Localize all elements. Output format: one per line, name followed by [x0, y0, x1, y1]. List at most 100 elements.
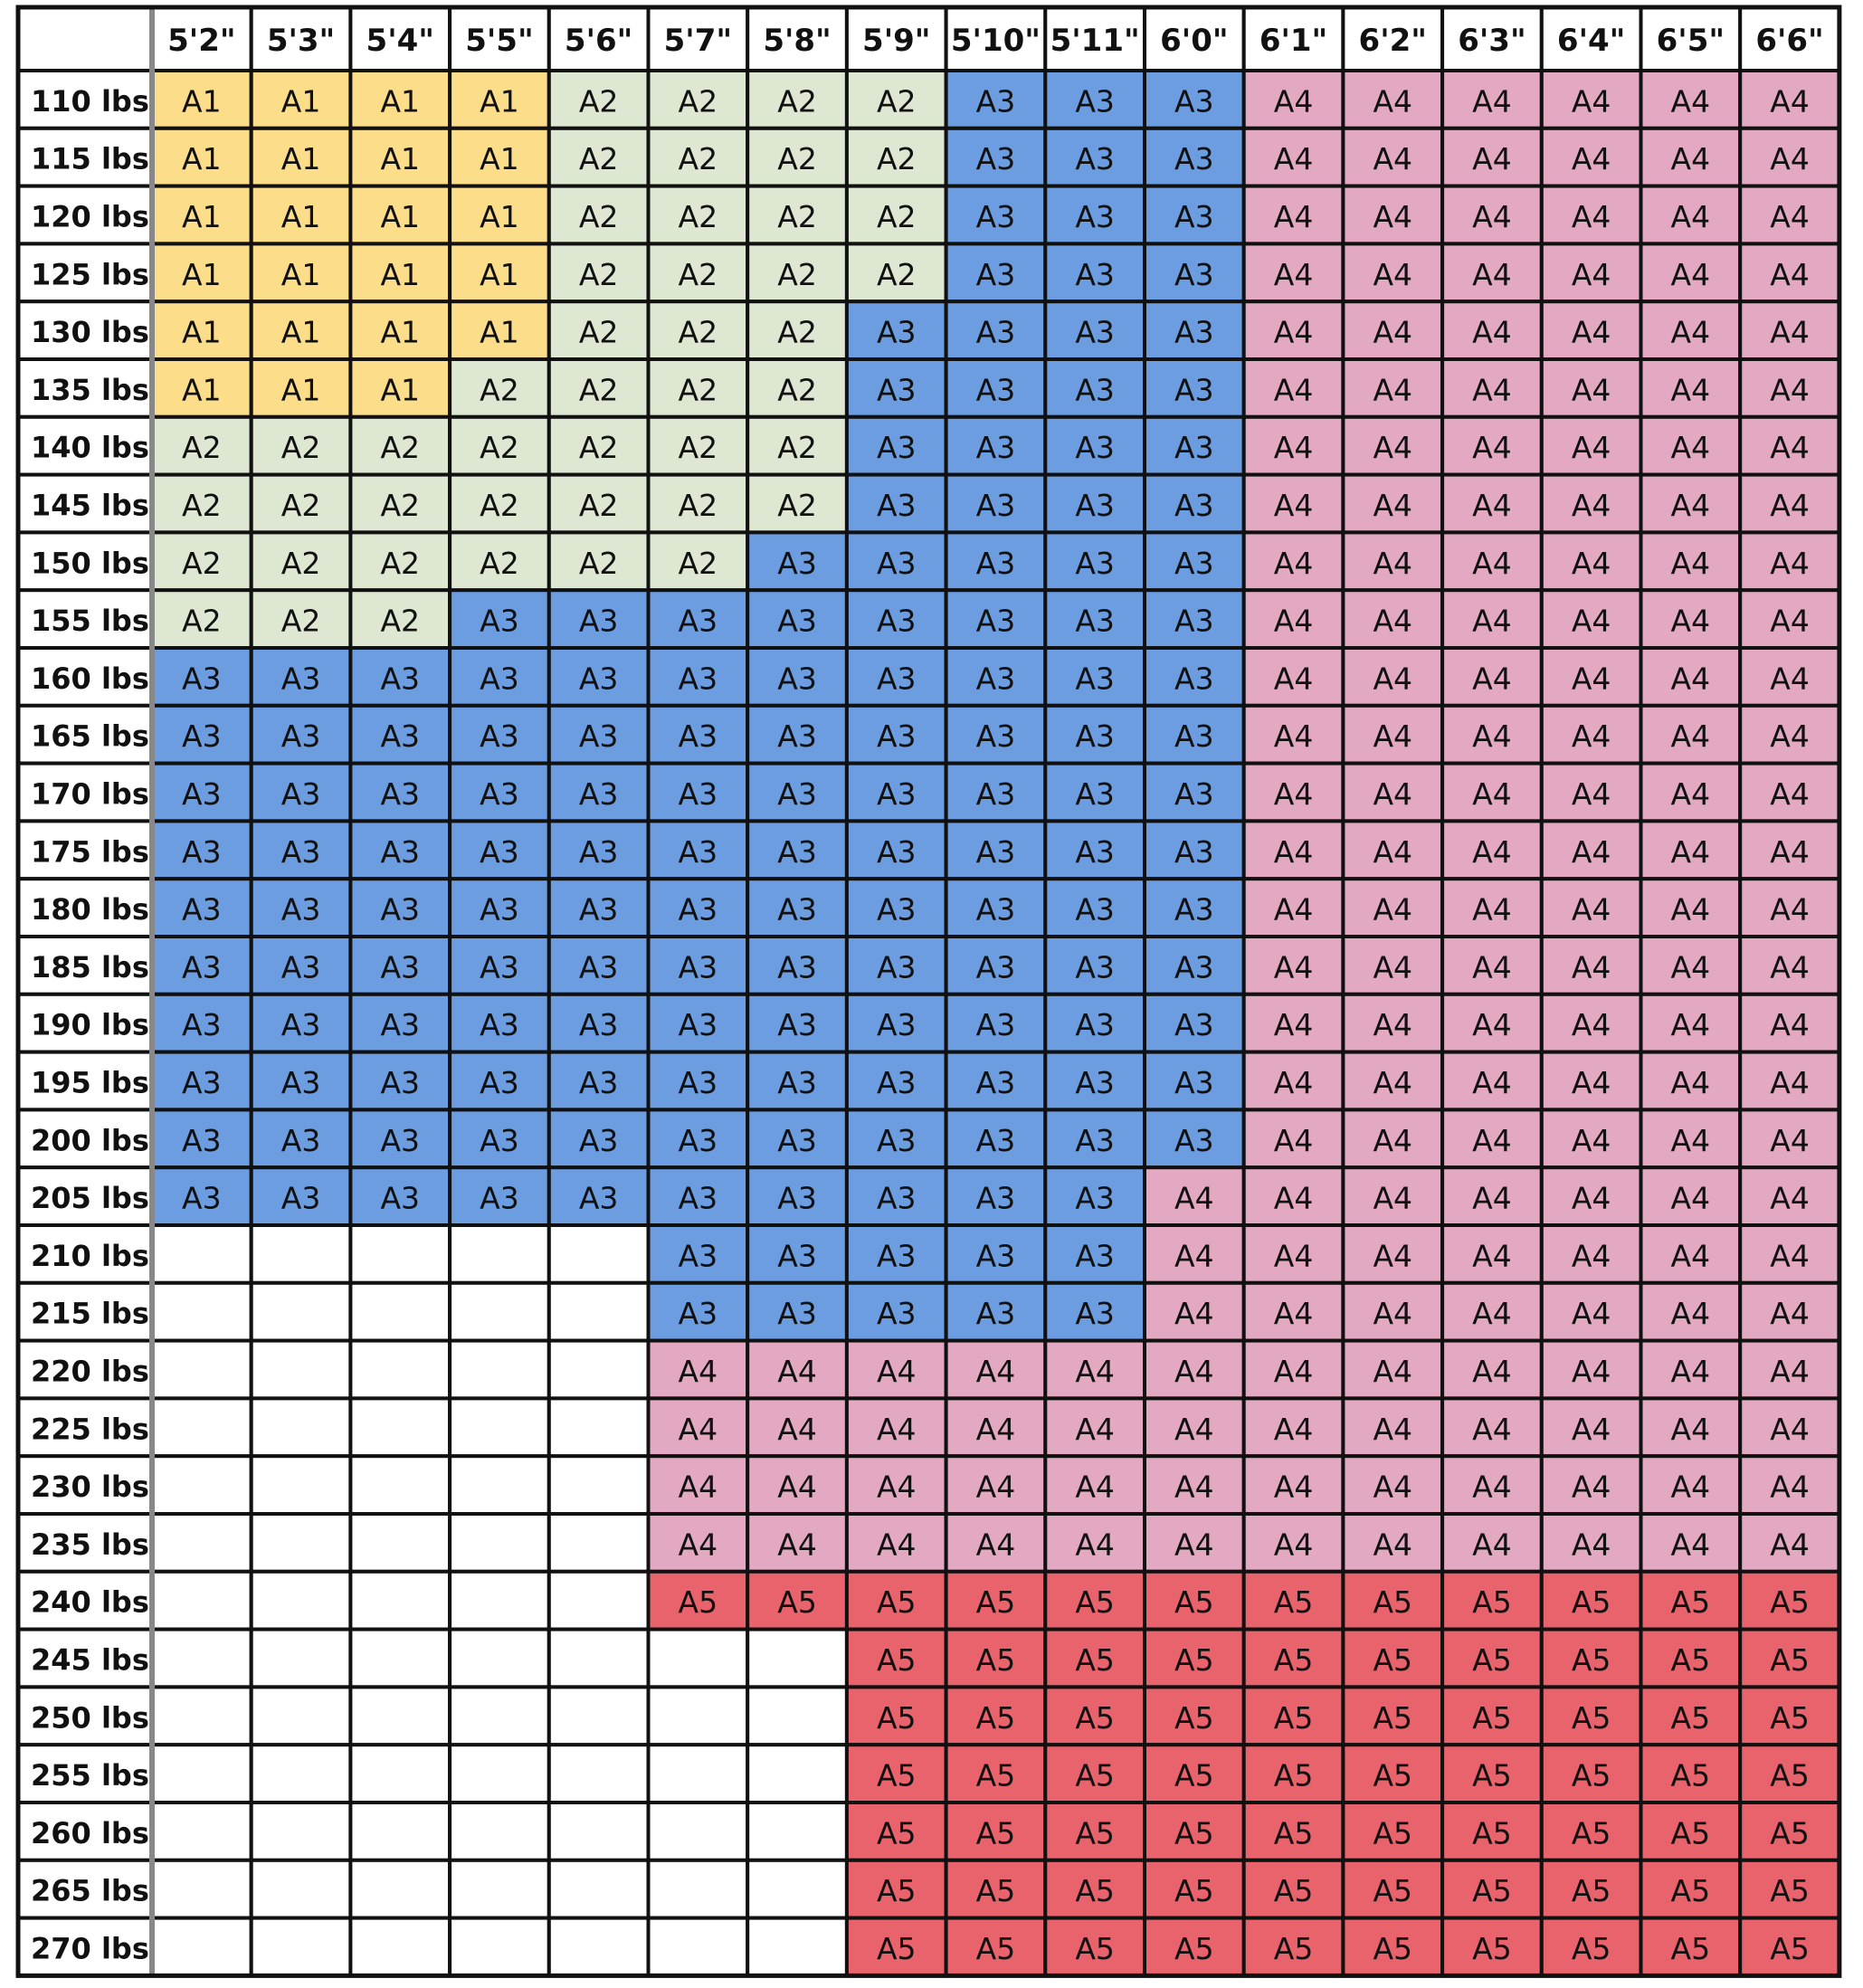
- size-cell-label: A4: [1572, 83, 1611, 119]
- size-cell-label: A4: [877, 1470, 917, 1505]
- size-cell: [1738, 472, 1841, 535]
- size-cell-label: A3: [182, 718, 222, 754]
- size-cell-label: A4: [1274, 892, 1314, 927]
- size-cell: [547, 69, 651, 130]
- empty-cell: [249, 1569, 353, 1631]
- size-cell-label: A4: [1373, 257, 1412, 292]
- empty-cell: [150, 1685, 253, 1747]
- size-cell: [1539, 126, 1643, 188]
- size-cell-label: A4: [1671, 834, 1711, 870]
- size-cell-label: A3: [480, 718, 519, 754]
- size-cell-label: A3: [380, 949, 420, 984]
- size-cell: [547, 184, 651, 246]
- size-cell: [1738, 1801, 1841, 1862]
- size-cell-label: A4: [1671, 1123, 1711, 1158]
- size-cell: [547, 472, 651, 535]
- size-cell-label: A5: [1671, 1642, 1711, 1678]
- size-cell-label: A4: [1572, 1007, 1611, 1042]
- size-cell-label: A4: [1472, 661, 1512, 696]
- size-cell-label: A4: [1572, 892, 1611, 927]
- size-cell-label: A5: [1274, 1758, 1314, 1793]
- size-cell-label: A5: [1770, 1758, 1810, 1793]
- size-cell-label: A2: [877, 141, 917, 176]
- size-cell-label: A4: [1174, 1412, 1214, 1447]
- size-cell-label: A5: [1572, 1584, 1611, 1620]
- size-cell: [1143, 1858, 1246, 1920]
- size-cell-label: A4: [1373, 661, 1412, 696]
- size-cell-label: A4: [1274, 776, 1314, 812]
- size-cell: [746, 1338, 849, 1401]
- size-cell-label: A5: [1671, 1873, 1711, 1908]
- size-cell: [844, 1627, 948, 1689]
- size-cell-label: A3: [877, 1007, 917, 1042]
- size-cell-label: A3: [281, 834, 321, 870]
- size-cell-label: A3: [679, 776, 718, 812]
- size-cell: [746, 1280, 849, 1343]
- size-cell: [1143, 703, 1246, 766]
- size-cell-label: A2: [579, 315, 619, 350]
- size-cell-label: A4: [1770, 430, 1810, 465]
- size-cell-label: A3: [480, 604, 519, 639]
- column-header-height: 5'8": [763, 23, 831, 59]
- size-cell: [944, 126, 1048, 188]
- size-cell-label: A5: [1472, 1873, 1512, 1908]
- row-header-weight: 130 lbs: [31, 315, 149, 349]
- size-cell-label: A3: [777, 1007, 817, 1042]
- size-cell: [844, 300, 948, 362]
- size-cell-label: A3: [380, 834, 420, 870]
- size-cell-label: A5: [976, 1873, 1016, 1908]
- size-cell-label: A4: [1373, 1470, 1412, 1505]
- row-header-weight: 110 lbs: [31, 84, 149, 119]
- size-cell: [1440, 588, 1544, 651]
- size-cell: [646, 703, 750, 766]
- size-cell: [944, 1050, 1048, 1112]
- empty-cell: [547, 1685, 651, 1747]
- empty-cell: [150, 1627, 253, 1689]
- size-cell: [1143, 935, 1246, 996]
- size-cell-label: A3: [1174, 257, 1214, 292]
- row-header-weight: 175 lbs: [31, 834, 149, 869]
- size-cell-label: A4: [976, 1527, 1016, 1562]
- size-cell-label: A3: [1174, 1007, 1214, 1042]
- size-cell-label: A4: [1770, 1065, 1810, 1100]
- size-cell: [1241, 126, 1345, 188]
- size-cell: [1639, 1050, 1743, 1112]
- row-header-weight: 265 lbs: [31, 1874, 149, 1908]
- size-cell-label: A4: [1572, 949, 1611, 984]
- size-cell-label: A5: [976, 1758, 1016, 1793]
- size-cell-label: A3: [182, 1065, 222, 1100]
- size-cell-label: A4: [1472, 1007, 1512, 1042]
- row-header-cell: [16, 184, 154, 246]
- size-cell-label: A2: [579, 488, 619, 523]
- empty-cell: [448, 1916, 551, 1978]
- size-cell-label: A1: [380, 372, 420, 407]
- size-cell-label: A5: [877, 1873, 917, 1908]
- size-cell-label: A3: [777, 892, 817, 927]
- size-cell: [1440, 819, 1544, 881]
- size-cell-label: A4: [877, 1412, 917, 1447]
- size-cell: [1341, 357, 1445, 419]
- empty-cell: [547, 1801, 651, 1862]
- size-cell: [1539, 184, 1643, 246]
- row-header-weight: 190 lbs: [31, 1008, 149, 1042]
- size-cell: [249, 992, 353, 1054]
- size-cell-label: A3: [679, 949, 718, 984]
- size-cell-label: A4: [1770, 892, 1810, 927]
- size-cell-label: A2: [579, 546, 619, 581]
- size-cell-label: A3: [877, 372, 917, 407]
- row-header-weight: 150 lbs: [31, 546, 149, 580]
- size-cell-label: A4: [1770, 834, 1810, 870]
- size-cell-label: A5: [1572, 1873, 1611, 1908]
- size-cell-label: A4: [1472, 83, 1512, 119]
- empty-cell: [547, 1743, 651, 1804]
- size-cell-label: A4: [1373, 1527, 1412, 1562]
- size-cell-label: A5: [976, 1700, 1016, 1736]
- size-cell-label: A1: [281, 257, 321, 292]
- size-cell: [249, 1108, 353, 1170]
- size-cell-label: A3: [1174, 604, 1214, 639]
- size-cell-label: A4: [1373, 834, 1412, 870]
- size-cell-label: A3: [281, 776, 321, 812]
- column-header-height: 6'3": [1458, 23, 1526, 59]
- size-cell-label: A3: [480, 661, 519, 696]
- empty-cell: [348, 1512, 452, 1574]
